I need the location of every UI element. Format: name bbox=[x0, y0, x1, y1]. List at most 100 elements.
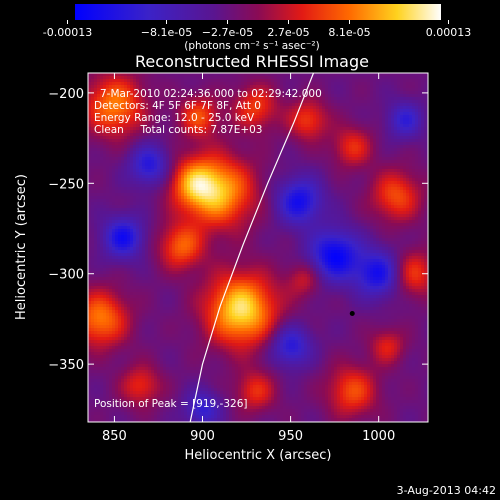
heatmap-cell bbox=[280, 115, 284, 119]
heatmap-cell bbox=[124, 166, 128, 170]
heatmap-cell bbox=[256, 106, 260, 110]
heatmap-cell bbox=[334, 178, 338, 182]
heatmap-cell bbox=[202, 103, 206, 107]
heatmap-cell bbox=[352, 106, 356, 110]
heatmap-cell bbox=[280, 142, 284, 146]
heatmap-cell bbox=[169, 139, 173, 143]
heatmap-cell bbox=[211, 118, 215, 122]
heatmap-cell bbox=[157, 85, 161, 89]
heatmap-cell bbox=[265, 142, 269, 146]
heatmap-cell bbox=[427, 160, 428, 164]
heatmap-cell bbox=[331, 175, 335, 179]
heatmap-cell bbox=[328, 115, 332, 119]
heatmap-cell bbox=[250, 85, 254, 89]
heatmap-cell bbox=[277, 91, 281, 95]
heatmap-cell bbox=[247, 118, 251, 122]
heatmap-cell bbox=[211, 112, 215, 116]
heatmap-cell bbox=[187, 166, 191, 170]
heatmap-cell bbox=[193, 133, 197, 137]
heatmap-cell bbox=[376, 163, 380, 167]
heatmap-cell bbox=[115, 148, 119, 152]
heatmap-cell bbox=[424, 181, 428, 185]
heatmap-cell bbox=[88, 181, 92, 185]
heatmap-cell bbox=[283, 199, 287, 203]
heatmap-cell bbox=[319, 154, 323, 158]
heatmap-cell bbox=[346, 196, 350, 200]
heatmap-cell bbox=[361, 166, 365, 170]
heatmap-cell bbox=[364, 157, 368, 161]
heatmap-cell bbox=[247, 157, 251, 161]
heatmap-cell bbox=[376, 166, 380, 170]
heatmap-cell bbox=[136, 91, 140, 95]
heatmap-cell bbox=[319, 127, 323, 131]
heatmap-cell bbox=[352, 151, 356, 155]
heatmap-cell bbox=[100, 139, 104, 143]
heatmap-cell bbox=[214, 193, 218, 197]
heatmap-cell bbox=[208, 154, 212, 158]
heatmap-cell bbox=[268, 127, 272, 131]
heatmap-cell bbox=[328, 154, 332, 158]
heatmap-cell bbox=[421, 94, 425, 98]
heatmap-cell bbox=[211, 178, 215, 182]
heatmap-cell bbox=[262, 112, 266, 116]
heatmap-cell bbox=[217, 118, 221, 122]
heatmap-cell bbox=[88, 76, 92, 80]
heatmap-cell bbox=[397, 94, 401, 98]
heatmap-cell bbox=[376, 85, 380, 89]
heatmap-cell bbox=[352, 103, 356, 107]
heatmap-cell bbox=[178, 172, 182, 176]
heatmap-cell bbox=[265, 79, 269, 83]
heatmap-cell bbox=[421, 106, 425, 110]
heatmap-cell bbox=[178, 157, 182, 161]
heatmap-cell bbox=[154, 127, 158, 131]
heatmap-cell bbox=[226, 160, 230, 164]
heatmap-cell bbox=[196, 79, 200, 83]
heatmap-cell bbox=[259, 151, 263, 155]
heatmap-cell bbox=[358, 127, 362, 131]
heatmap-cell bbox=[265, 139, 269, 143]
heatmap-cell bbox=[208, 88, 212, 92]
heatmap-cell bbox=[220, 172, 224, 176]
heatmap-cell bbox=[190, 121, 194, 125]
heatmap-cell bbox=[241, 79, 245, 83]
heatmap-cell bbox=[160, 79, 164, 83]
heatmap-cell bbox=[229, 139, 233, 143]
heatmap-cell bbox=[358, 100, 362, 104]
heatmap-cell bbox=[154, 157, 158, 161]
heatmap-cell bbox=[358, 112, 362, 116]
heatmap-cell bbox=[427, 148, 428, 152]
heatmap-cell bbox=[199, 94, 203, 98]
heatmap-cell bbox=[154, 154, 158, 158]
heatmap-cell bbox=[292, 193, 296, 197]
heatmap-cell bbox=[379, 133, 383, 137]
heatmap-cell bbox=[136, 157, 140, 161]
heatmap-cell bbox=[271, 166, 275, 170]
heatmap-cell bbox=[421, 79, 425, 83]
heatmap-cell bbox=[382, 88, 386, 92]
heatmap-cell bbox=[268, 160, 272, 164]
heatmap-cell bbox=[175, 139, 179, 143]
heatmap-cell bbox=[280, 157, 284, 161]
heatmap-cell bbox=[379, 97, 383, 101]
heatmap-cell bbox=[121, 91, 125, 95]
heatmap-cell bbox=[307, 94, 311, 98]
heatmap-cell bbox=[178, 76, 182, 80]
heatmap-cell bbox=[283, 133, 287, 137]
heatmap-cell bbox=[388, 169, 392, 173]
heatmap-cell bbox=[256, 124, 260, 128]
heatmap-cell bbox=[253, 121, 257, 125]
heatmap-cell bbox=[292, 163, 296, 167]
heatmap-cell bbox=[397, 127, 401, 131]
heatmap-cell bbox=[274, 166, 278, 170]
heatmap-cell bbox=[376, 130, 380, 134]
heatmap-cell bbox=[151, 79, 155, 83]
heatmap-cell bbox=[355, 130, 359, 134]
heatmap-cell bbox=[148, 139, 152, 143]
heatmap-cell bbox=[178, 163, 182, 167]
heatmap-cell bbox=[229, 163, 233, 167]
heatmap-cell bbox=[232, 190, 236, 194]
heatmap-cell bbox=[403, 139, 407, 143]
heatmap-cell bbox=[388, 103, 392, 107]
heatmap-cell bbox=[370, 178, 374, 182]
heatmap-cell bbox=[97, 139, 101, 143]
